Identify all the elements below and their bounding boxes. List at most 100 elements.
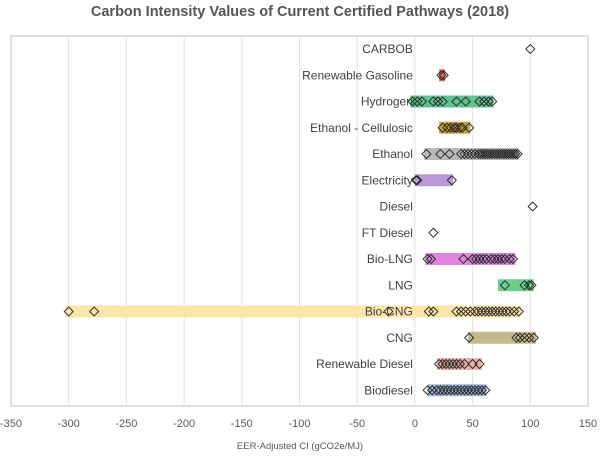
data-point bbox=[454, 358, 466, 370]
category-label: Bio-LNG bbox=[367, 252, 413, 266]
range-band bbox=[65, 305, 522, 318]
category-label: Diesel bbox=[380, 200, 413, 214]
data-point bbox=[500, 306, 512, 317]
x-tick-label: -200 bbox=[173, 418, 195, 430]
data-point bbox=[416, 96, 427, 107]
data-point bbox=[459, 385, 470, 396]
data-point bbox=[432, 96, 444, 107]
chart-title: Carbon Intensity Values of Current Certi… bbox=[90, 4, 510, 20]
data-point bbox=[445, 385, 456, 396]
data-point bbox=[460, 306, 471, 317]
data-point bbox=[452, 385, 463, 396]
data-point bbox=[496, 148, 507, 160]
data-point bbox=[496, 253, 507, 265]
data-point bbox=[500, 148, 512, 160]
category-label: CNG bbox=[386, 331, 413, 345]
data-point bbox=[444, 358, 455, 370]
data-point bbox=[474, 253, 485, 265]
category-label: Ethanol bbox=[372, 147, 413, 161]
data-point bbox=[477, 253, 489, 265]
data-point bbox=[497, 306, 508, 317]
data-point bbox=[527, 201, 538, 212]
data-point bbox=[483, 306, 494, 317]
data-point bbox=[510, 148, 521, 160]
x-tick-label: -250 bbox=[115, 418, 137, 430]
range-band bbox=[414, 174, 453, 187]
data-point bbox=[431, 385, 442, 396]
x-tick-label: 0 bbox=[412, 418, 418, 430]
x-tick-label: -100 bbox=[288, 418, 310, 430]
x-tick-label: -150 bbox=[231, 418, 253, 430]
data-point bbox=[435, 385, 446, 396]
data-point bbox=[499, 280, 511, 291]
data-point bbox=[505, 148, 516, 160]
data-point bbox=[63, 306, 74, 317]
data-point bbox=[451, 96, 462, 107]
data-point bbox=[504, 253, 515, 265]
data-point bbox=[494, 148, 505, 160]
data-point bbox=[437, 358, 448, 370]
data-point bbox=[480, 385, 491, 396]
category-label: Bio-CNG bbox=[365, 305, 413, 319]
data-point bbox=[490, 306, 501, 317]
data-point bbox=[421, 148, 432, 160]
data-point bbox=[467, 358, 478, 370]
x-axis-title: EER-Adjusted CI (gCO2e/MJ) bbox=[236, 441, 364, 452]
data-point bbox=[479, 96, 490, 107]
data-point bbox=[511, 332, 522, 343]
data-point bbox=[484, 148, 496, 160]
data-point bbox=[474, 96, 485, 107]
data-point bbox=[412, 96, 423, 107]
data-point bbox=[489, 148, 500, 160]
data-point bbox=[446, 175, 457, 186]
data-point bbox=[482, 148, 493, 160]
data-point bbox=[487, 306, 498, 317]
data-point bbox=[525, 43, 536, 55]
data-point bbox=[483, 96, 494, 107]
category-label: Hydrogen bbox=[361, 95, 413, 109]
data-points bbox=[63, 43, 539, 396]
data-point bbox=[442, 385, 453, 396]
data-point bbox=[487, 96, 498, 107]
data-point bbox=[470, 253, 482, 265]
category-label: Renewable Diesel bbox=[316, 357, 413, 371]
data-point bbox=[467, 253, 478, 265]
data-point bbox=[481, 253, 492, 265]
x-tick-label: 100 bbox=[521, 418, 539, 430]
data-point bbox=[466, 385, 477, 396]
data-point bbox=[465, 306, 476, 317]
data-point bbox=[512, 148, 523, 160]
data-point bbox=[454, 122, 466, 133]
category-labels: CARBOB Renewable Gasoline Hydrogen Ethanol … bbox=[302, 42, 413, 397]
data-point bbox=[459, 358, 470, 370]
category-label: LNG bbox=[388, 278, 413, 292]
data-point bbox=[473, 148, 484, 160]
data-point bbox=[494, 306, 505, 317]
range-band bbox=[439, 69, 445, 82]
data-point bbox=[458, 253, 469, 265]
data-point bbox=[526, 280, 537, 291]
category-label: FT Diesel bbox=[362, 226, 413, 240]
data-point bbox=[507, 253, 519, 265]
data-point bbox=[407, 96, 418, 107]
data-point bbox=[451, 306, 462, 317]
data-point bbox=[428, 306, 439, 317]
data-point bbox=[524, 280, 535, 291]
data-point bbox=[503, 148, 514, 160]
data-point bbox=[447, 358, 459, 370]
data-point bbox=[474, 358, 485, 370]
data-point bbox=[504, 306, 515, 317]
data-point bbox=[491, 148, 502, 160]
data-point bbox=[455, 385, 467, 396]
data-point bbox=[513, 306, 524, 317]
data-point bbox=[438, 70, 449, 81]
data-point bbox=[462, 148, 474, 160]
data-point bbox=[428, 227, 439, 238]
x-tick-labels: -350 -300 -250 -200 -150 -100 -50 0 50 100 150 bbox=[0, 418, 597, 430]
data-point bbox=[485, 253, 497, 265]
data-point bbox=[480, 148, 491, 160]
data-point bbox=[509, 306, 520, 317]
data-point bbox=[507, 148, 519, 160]
data-point bbox=[514, 332, 526, 343]
